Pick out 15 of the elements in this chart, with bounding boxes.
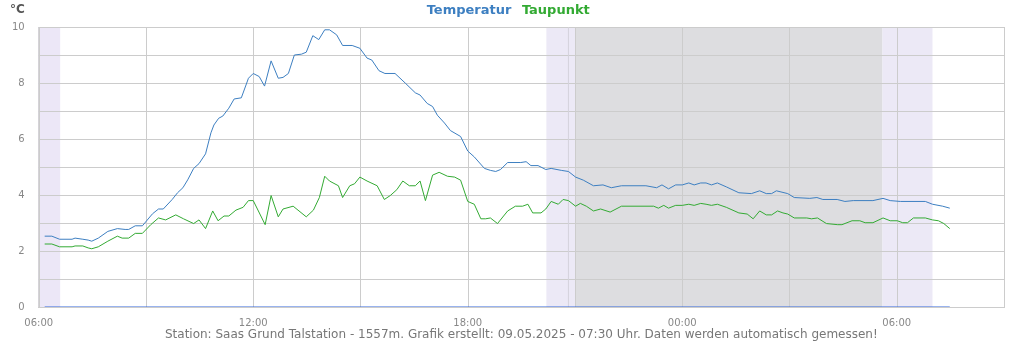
x-tick-label: 12:00 xyxy=(238,316,268,328)
text: Station: Saas Grund Talstation - 1557m. Grafik erstellt: 09.05.2025 - 07:30 Uhr. Daten werden automatisch gemessen! xyxy=(164,327,878,342)
x-tick-label: 06:00 xyxy=(882,316,912,328)
y-tick-label: 0 xyxy=(18,300,25,312)
text: Taupunkt xyxy=(521,1,590,17)
y-tick-label: 2 xyxy=(18,244,25,256)
x-tick-label: 18:00 xyxy=(453,316,483,328)
text: Temperatur xyxy=(426,1,512,17)
y-tick-label: 6 xyxy=(18,132,25,144)
y-tick-label: 10 xyxy=(11,20,25,32)
y-tick-label: 4 xyxy=(18,188,25,200)
y-axis-title: °C xyxy=(10,2,25,17)
x-tick-label: 00:00 xyxy=(667,316,697,328)
y-tick-label: 8 xyxy=(18,76,25,88)
x-tick-label: 06:00 xyxy=(24,316,54,328)
